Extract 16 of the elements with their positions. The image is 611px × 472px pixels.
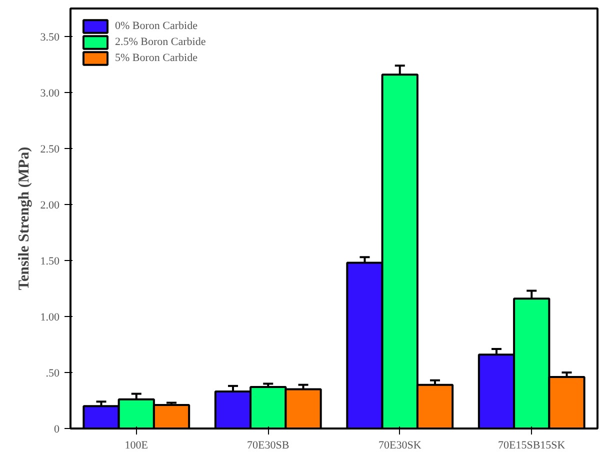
x-tick-label: 100E [124, 440, 148, 452]
y-tick-label: 2.00 [40, 200, 60, 212]
y-tick-label: 1.50 [40, 256, 60, 268]
y-tick-label: 3.00 [40, 88, 60, 100]
y-tick-label: 0 [54, 424, 60, 436]
x-tick-label: 70E15SB15SK [498, 440, 566, 452]
y-tick-label: 3.50 [40, 32, 60, 44]
y-tick-label: 1.00 [40, 312, 60, 324]
x-tick-label: 70E30SB [247, 440, 290, 452]
legend-label: 0% Boron Carbide [115, 20, 198, 32]
y-tick-label: .50 [46, 368, 60, 380]
legend-label: 5% Boron Carbide [115, 52, 198, 64]
legend-label: 2.5% Boron Carbide [115, 36, 206, 48]
y-axis-title: Tensile Strengh (MPa) [16, 146, 32, 290]
y-tick-label: 2.50 [40, 144, 60, 156]
x-tick-label: 70E30SK [378, 440, 422, 452]
